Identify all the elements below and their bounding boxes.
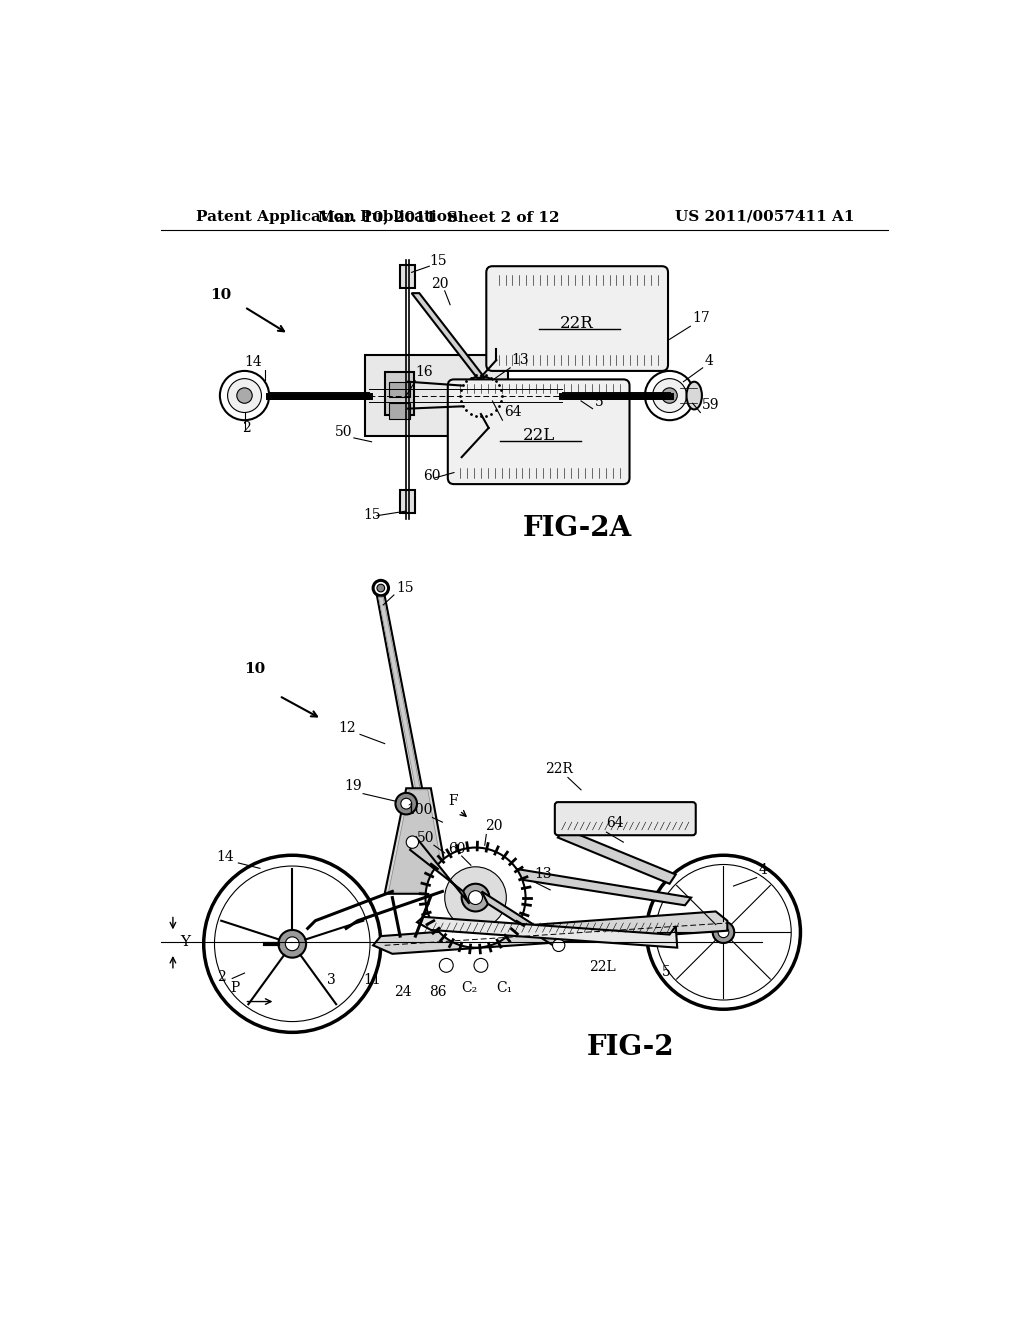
Text: 59: 59 <box>701 397 720 412</box>
FancyBboxPatch shape <box>486 267 668 371</box>
Text: 22R: 22R <box>560 315 594 333</box>
Circle shape <box>553 940 565 952</box>
Text: US 2011/0057411 A1: US 2011/0057411 A1 <box>675 210 854 224</box>
Text: 14: 14 <box>217 850 234 863</box>
Circle shape <box>444 867 506 928</box>
Text: 86: 86 <box>429 985 446 999</box>
Text: 5: 5 <box>595 396 603 409</box>
Text: 15: 15 <box>364 508 381 521</box>
Bar <box>388 404 410 418</box>
Circle shape <box>377 585 385 591</box>
Bar <box>400 265 416 288</box>
Bar <box>366 355 508 436</box>
Circle shape <box>286 937 299 950</box>
Text: 4: 4 <box>705 354 713 368</box>
FancyBboxPatch shape <box>447 379 630 484</box>
Text: 20: 20 <box>431 277 449 290</box>
Text: 17: 17 <box>692 310 711 325</box>
Circle shape <box>652 379 686 413</box>
Circle shape <box>646 855 801 1010</box>
Text: 22L: 22L <box>589 960 615 974</box>
Text: 3: 3 <box>327 973 336 987</box>
Text: 2: 2 <box>217 970 225 983</box>
Circle shape <box>237 388 252 404</box>
Polygon shape <box>385 788 451 894</box>
Text: 20: 20 <box>484 818 502 833</box>
Text: 10: 10 <box>245 661 266 676</box>
Circle shape <box>279 929 306 958</box>
Text: 10: 10 <box>210 288 231 302</box>
Circle shape <box>462 884 489 911</box>
Circle shape <box>220 371 269 420</box>
Polygon shape <box>488 866 691 906</box>
Text: C₂: C₂ <box>462 981 478 994</box>
Text: P: P <box>230 981 240 994</box>
FancyBboxPatch shape <box>555 803 695 836</box>
Text: 13: 13 <box>535 867 552 882</box>
Text: Mar. 10, 2011  Sheet 2 of 12: Mar. 10, 2011 Sheet 2 of 12 <box>317 210 559 224</box>
Bar <box>388 381 410 397</box>
Circle shape <box>662 388 677 404</box>
Polygon shape <box>379 598 421 792</box>
Text: 60: 60 <box>449 842 466 855</box>
Text: F: F <box>449 795 458 808</box>
Circle shape <box>713 921 734 942</box>
Bar <box>385 372 414 414</box>
Text: 2: 2 <box>243 421 251 434</box>
Text: 22L: 22L <box>522 428 555 444</box>
Circle shape <box>439 958 454 973</box>
Circle shape <box>214 866 370 1022</box>
Polygon shape <box>412 293 484 378</box>
Text: 100: 100 <box>407 804 432 817</box>
Circle shape <box>204 855 381 1032</box>
Text: 11: 11 <box>364 973 381 987</box>
Text: 5: 5 <box>662 965 671 979</box>
Circle shape <box>469 891 482 904</box>
Circle shape <box>395 793 417 814</box>
Text: FIG-2A: FIG-2A <box>522 515 632 541</box>
Text: 64: 64 <box>606 816 624 830</box>
Text: 15: 15 <box>429 253 446 268</box>
Text: FIG-2: FIG-2 <box>587 1035 675 1061</box>
Text: 19: 19 <box>345 779 362 793</box>
Text: 15: 15 <box>396 581 414 595</box>
Circle shape <box>407 836 419 849</box>
Polygon shape <box>410 838 469 904</box>
Text: 4: 4 <box>758 863 767 878</box>
Circle shape <box>718 927 729 937</box>
Text: 13: 13 <box>512 352 529 367</box>
Text: 16: 16 <box>416 366 433 379</box>
Circle shape <box>373 581 388 595</box>
Text: 60: 60 <box>423 470 440 483</box>
Text: Y: Y <box>180 936 190 949</box>
Bar <box>400 490 416 512</box>
Text: C₁: C₁ <box>497 981 512 994</box>
Polygon shape <box>481 891 560 950</box>
Circle shape <box>227 379 261 413</box>
Circle shape <box>472 387 490 405</box>
Text: 50: 50 <box>335 425 352 438</box>
Circle shape <box>655 865 792 1001</box>
Ellipse shape <box>686 381 701 409</box>
Text: 50: 50 <box>417 832 434 845</box>
Circle shape <box>474 958 487 973</box>
Text: 64: 64 <box>504 405 521 420</box>
Polygon shape <box>388 789 446 892</box>
Text: 24: 24 <box>394 985 412 999</box>
Text: Patent Application Publication: Patent Application Publication <box>196 210 458 224</box>
Text: 12: 12 <box>339 721 356 735</box>
Polygon shape <box>417 917 677 948</box>
Circle shape <box>425 847 525 948</box>
Circle shape <box>400 799 412 809</box>
Circle shape <box>462 376 500 414</box>
Text: 22R: 22R <box>545 762 572 776</box>
Polygon shape <box>377 595 423 793</box>
Polygon shape <box>373 911 727 954</box>
Circle shape <box>645 371 694 420</box>
Polygon shape <box>558 829 676 884</box>
Text: 14: 14 <box>245 355 262 370</box>
